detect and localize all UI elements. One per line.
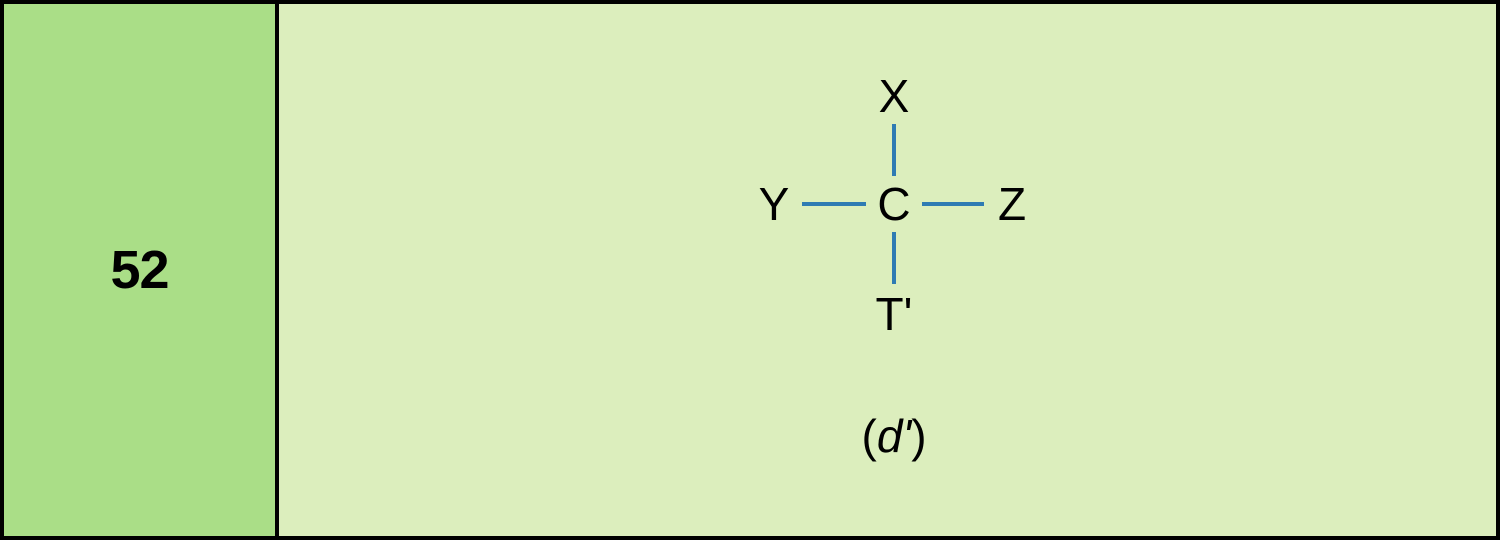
- caption-part-2: ): [911, 410, 926, 462]
- right-panel: C X Y Z T' (d'): [279, 4, 1496, 536]
- caption-part-1: d': [877, 410, 911, 462]
- figure-number: 52: [110, 239, 168, 301]
- bond-C-Y: [802, 202, 866, 206]
- atom-Z: Z: [998, 181, 1026, 227]
- bond-C-T: [892, 232, 896, 284]
- bond-C-X: [892, 124, 896, 176]
- diagram-caption: (d'): [861, 409, 926, 463]
- left-panel: 52: [4, 4, 279, 536]
- bond-C-Z: [922, 202, 984, 206]
- atom-X: X: [879, 73, 910, 119]
- atom-C: C: [877, 181, 910, 227]
- figure-frame: 52 C X Y Z T' (d'): [0, 0, 1500, 540]
- atom-T: T': [876, 291, 913, 337]
- caption-part-0: (: [861, 410, 876, 462]
- atom-Y: Y: [759, 181, 790, 227]
